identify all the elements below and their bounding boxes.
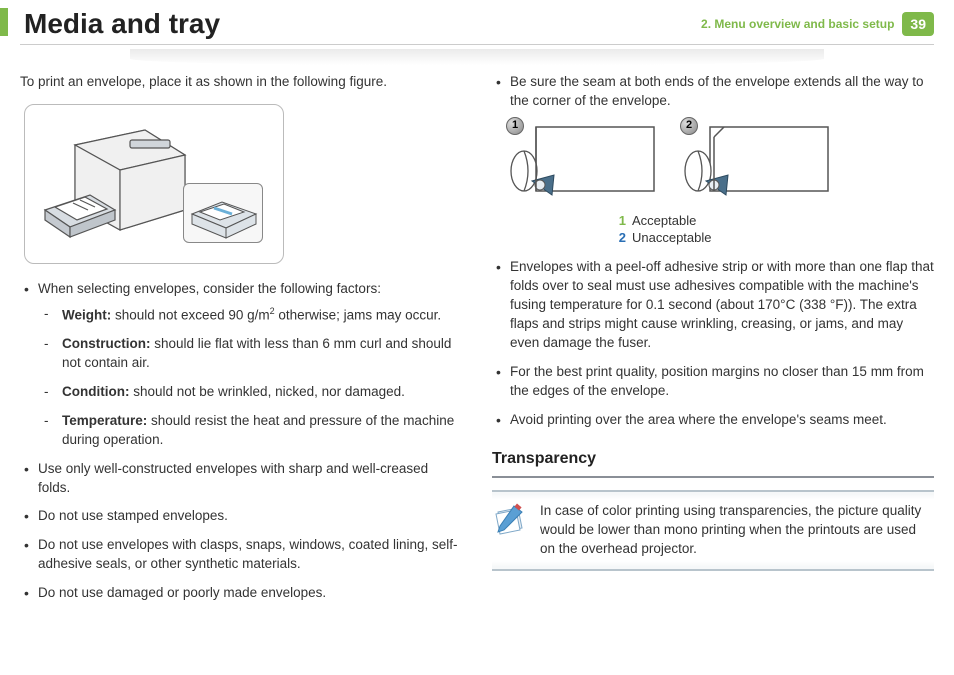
- intro-text: To print an envelope, place it as shown …: [20, 73, 462, 92]
- right-column: Be sure the seam at both ends of the env…: [492, 73, 934, 613]
- temperature-item: Temperature: should resist the heat and …: [62, 412, 462, 450]
- figure-badge-2: 2: [680, 117, 698, 135]
- factors-sublist: Weight: should not exceed 90 g/m2 otherw…: [38, 305, 462, 450]
- construction-label: Construction:: [62, 336, 151, 351]
- printer-illustration: [35, 115, 195, 255]
- inset-illustration: [184, 184, 264, 244]
- right-bullet-3: For the best print quality, position mar…: [510, 363, 934, 401]
- content-area: To print an envelope, place it as shown …: [0, 73, 954, 613]
- right-bullet-list-bottom: Envelopes with a peel-off adhesive strip…: [492, 258, 934, 429]
- envelope-figures: 1 2: [510, 123, 934, 207]
- figure-badge-1: 1: [506, 117, 524, 135]
- left-bullet-list: When selecting envelopes, consider the f…: [20, 280, 462, 603]
- chapter-label: 2. Menu overview and basic setup 39: [701, 12, 934, 36]
- factors-intro-text: When selecting envelopes, consider the f…: [38, 281, 381, 296]
- construction-item: Construction: should lie flat with less …: [62, 335, 462, 373]
- temperature-label: Temperature:: [62, 413, 147, 428]
- legend-num-2: 2: [612, 230, 626, 247]
- factors-intro-item: When selecting envelopes, consider the f…: [38, 280, 462, 450]
- weight-item: Weight: should not exceed 90 g/m2 otherw…: [62, 305, 462, 325]
- legend-text-2: Unacceptable: [632, 230, 712, 247]
- header-divider: [20, 44, 934, 45]
- left-bullet-5: Do not use damaged or poorly made envelo…: [38, 584, 462, 603]
- left-bullet-3: Do not use stamped envelopes.: [38, 507, 462, 526]
- note-box: In case of color printing using transpar…: [492, 490, 934, 571]
- printer-figure: [24, 104, 284, 264]
- transparency-heading: Transparency: [492, 448, 934, 470]
- legend-row-2: 2 Unacceptable: [612, 230, 934, 247]
- left-bullet-4: Do not use envelopes with clasps, snaps,…: [38, 536, 462, 574]
- envelope-figure-2: 2: [684, 123, 834, 207]
- note-text: In case of color printing using transpar…: [540, 502, 930, 559]
- page-header: Media and tray 2. Menu overview and basi…: [0, 0, 954, 44]
- right-bullet-1: Be sure the seam at both ends of the env…: [510, 73, 934, 111]
- header-shadow: [130, 49, 824, 65]
- legend-num-1: 1: [612, 213, 626, 230]
- subheading-rule: [492, 476, 934, 478]
- right-bullet-list-top: Be sure the seam at both ends of the env…: [492, 73, 934, 111]
- condition-label: Condition:: [62, 384, 129, 399]
- condition-item: Condition: should not be wrinkled, nicke…: [62, 383, 462, 402]
- right-bullet-2: Envelopes with a peel-off adhesive strip…: [510, 258, 934, 352]
- right-bullet-4: Avoid printing over the area where the e…: [510, 411, 934, 430]
- chapter-text: 2. Menu overview and basic setup: [701, 17, 894, 31]
- envelope-figure-1: 1: [510, 123, 660, 207]
- legend-text-1: Acceptable: [632, 213, 696, 230]
- condition-text: should not be wrinkled, nicked, nor dama…: [129, 384, 404, 399]
- envelope-svg-2: [684, 123, 834, 201]
- weight-label: Weight:: [62, 307, 111, 322]
- page-title: Media and tray: [24, 8, 220, 40]
- legend-row-1: 1 Acceptable: [612, 213, 934, 230]
- envelope-svg-1: [510, 123, 660, 201]
- note-icon: [492, 502, 528, 544]
- printer-inset: [183, 183, 263, 243]
- left-column: To print an envelope, place it as shown …: [20, 73, 462, 613]
- weight-text: should not exceed 90 g/m: [111, 307, 269, 322]
- page-number-badge: 39: [902, 12, 934, 36]
- accent-bar: [0, 8, 8, 36]
- figure-legend: 1 Acceptable 2 Unacceptable: [612, 213, 934, 247]
- left-bullet-2: Use only well-constructed envelopes with…: [38, 460, 462, 498]
- weight-text2: otherwise; jams may occur.: [275, 307, 442, 322]
